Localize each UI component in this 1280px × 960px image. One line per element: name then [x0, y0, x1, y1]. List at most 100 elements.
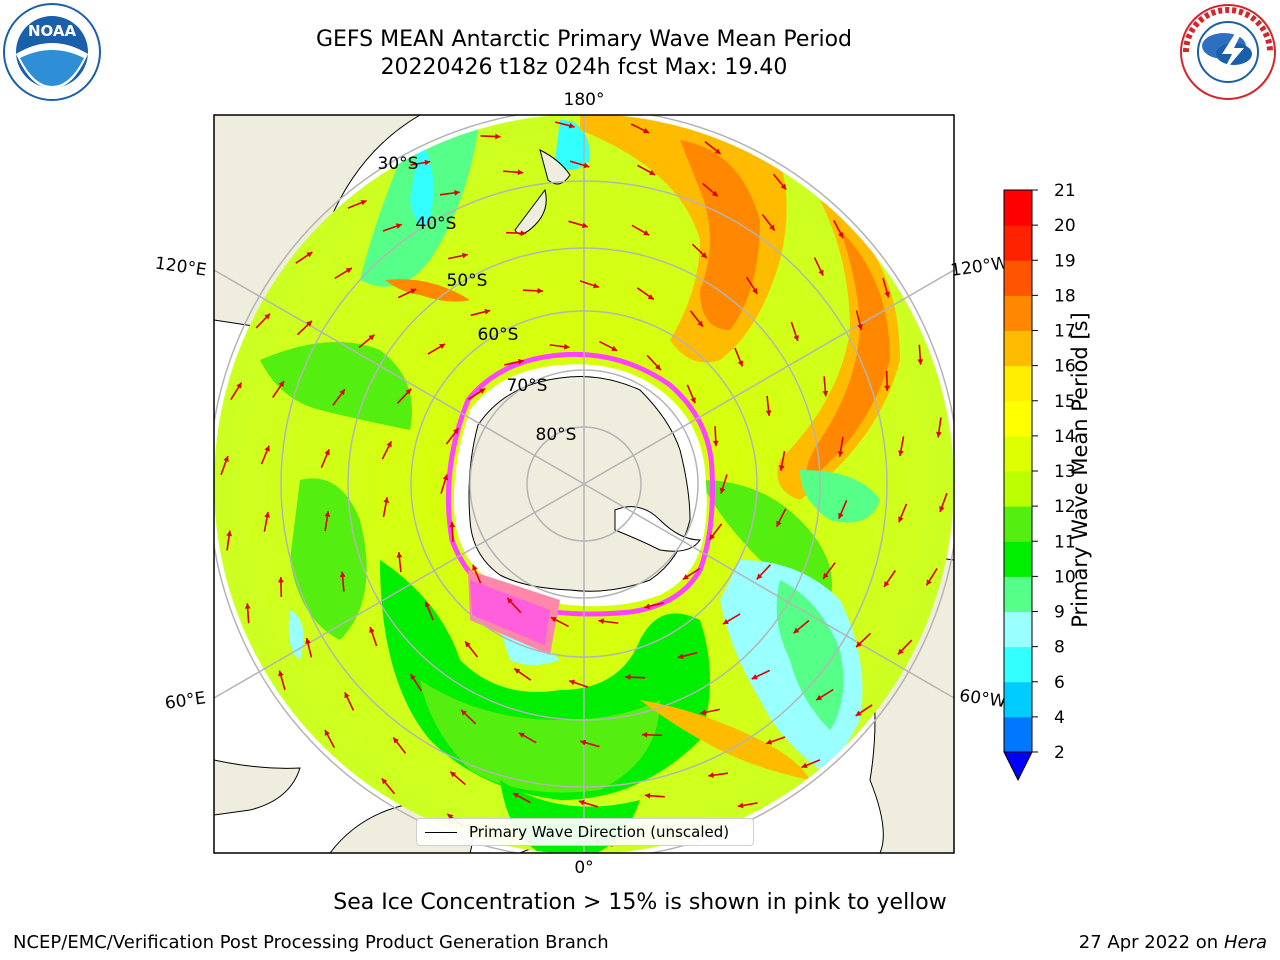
footer-date: 27 Apr 2022 on Hera — [1079, 932, 1267, 953]
lat-label-70s: 70°S — [507, 376, 548, 396]
wave-arrow-head — [611, 345, 618, 351]
colorbar-tick-label: 13 — [1054, 462, 1076, 482]
wave-arrow-head — [381, 778, 388, 785]
wave-arrow-head — [223, 456, 229, 462]
wave-arrow-head — [655, 364, 661, 371]
wave-arrow-head — [453, 428, 459, 435]
wave-arrow-head — [472, 564, 478, 571]
colorbar-tick-label: 19 — [1054, 251, 1076, 271]
wave-arrow-head — [722, 618, 729, 625]
wave-arrow-head — [479, 388, 486, 394]
colorbar-tick-label: 8 — [1054, 638, 1065, 658]
wave-arrow-head — [838, 512, 844, 519]
wave-arrow-head — [462, 252, 468, 259]
wave-arrow-head — [514, 668, 521, 674]
wave-arrow-head — [801, 762, 808, 769]
wave-arrow-head — [939, 506, 945, 512]
colorbar-tick-label: 15 — [1054, 392, 1076, 412]
wave-arrow-head — [324, 449, 330, 456]
colorbar-tick-label: 20 — [1054, 216, 1076, 236]
wave-arrow-head — [752, 288, 758, 294]
colorbar-tick-label: 9 — [1054, 603, 1065, 623]
wave-arrow-head — [537, 287, 543, 294]
wave-arrow-head — [569, 679, 576, 686]
lat-label-40s: 40°S — [416, 214, 457, 234]
wave-arrow-head — [583, 162, 590, 169]
wave-arrow-head — [793, 627, 800, 634]
wave-arrow-head — [776, 520, 782, 527]
wave-arrow-head — [769, 224, 775, 231]
lat-label-50s: 50°S — [447, 271, 488, 291]
wave-arrow-head — [345, 267, 352, 274]
wave-arrow-head — [643, 127, 650, 134]
wave-arrow-head — [711, 190, 718, 197]
wave-arrow-head — [780, 183, 787, 190]
wave-arrow-head — [517, 358, 524, 365]
wave-arrow-head — [682, 574, 689, 580]
wave-arrow-head — [766, 739, 773, 745]
wave-arrow-head — [793, 335, 799, 341]
graticule — [214, 115, 954, 853]
wave-arrow-head — [751, 674, 758, 680]
wave-arrow-head — [339, 571, 346, 578]
wave-arrow-head — [737, 802, 744, 809]
wave-arrow-head — [712, 440, 719, 447]
wave-arrow-head — [564, 343, 570, 350]
lat-label-60s: 60°S — [478, 325, 519, 345]
wave-arrow-head — [641, 731, 648, 738]
wave-arrow-head — [778, 465, 785, 471]
wave-arrow-head — [719, 487, 726, 494]
wave-arrow-head — [339, 389, 345, 396]
wave-arrow-head — [424, 159, 431, 166]
lon-label-120e: 120°E — [154, 254, 208, 281]
footer-machine: Hera — [1223, 932, 1267, 953]
wave-arrow-head — [644, 603, 651, 610]
wave-arrow-head — [714, 148, 721, 155]
lon-label-180: 180° — [564, 90, 605, 110]
wave-arrow-head — [898, 516, 904, 523]
colorbar-segment — [1004, 260, 1032, 296]
colorbar-tick-label: 6 — [1054, 673, 1065, 693]
wave-arrow-head — [643, 230, 650, 236]
wave-arrow-head — [756, 573, 763, 580]
wave-arrow-head — [518, 732, 525, 738]
wave-arrow-head — [278, 577, 284, 583]
wave-arrow-head — [236, 382, 242, 389]
wave-arrow-head — [447, 813, 454, 820]
colorbar-segment — [1004, 681, 1032, 718]
chart-title: GEFS MEAN Antarctic Primary Wave Mean Pe… — [315, 27, 853, 52]
colorbar-segment — [1004, 506, 1032, 542]
wave-arrow-head — [709, 533, 715, 540]
colorbar-tick-label: 21 — [1054, 181, 1076, 201]
footer-date-text: 27 Apr 2022 on — [1078, 932, 1224, 953]
wave-arrow-head — [708, 772, 714, 779]
wave-arrow-head — [264, 313, 271, 320]
colorbar-tick-label: 4 — [1054, 708, 1065, 728]
colorbar-tick-label: 18 — [1054, 286, 1076, 306]
colorbar-segment — [1004, 646, 1032, 683]
lon-label-60w: 60°W — [958, 686, 1007, 712]
madagascar-land — [214, 759, 301, 816]
wave-arrow-head — [424, 601, 431, 608]
colorbar-tick-label: 17 — [1054, 322, 1076, 342]
map-legend: Primary Wave Direction (unscaled) — [416, 818, 754, 846]
wave-arrow-head — [465, 641, 471, 648]
wave-arrow-head — [568, 122, 575, 129]
noaa-logo: NOAA — [3, 3, 101, 101]
wave-arrow-head — [439, 343, 446, 350]
wave-arrow-head — [383, 497, 390, 503]
wave-arrow-head — [823, 572, 829, 579]
wave-arrow-head — [644, 792, 651, 799]
colorbar-tick-label: 11 — [1054, 532, 1076, 552]
wave-arrow-head — [264, 511, 270, 518]
wave-arrow-head — [393, 737, 399, 744]
wave-arrow-head — [410, 288, 417, 294]
colorbar-segment — [1004, 541, 1032, 577]
wave-arrow-head — [765, 410, 772, 416]
wave-arrow-head — [369, 627, 375, 633]
wave-arrow-head — [449, 521, 456, 528]
lat-label-80s: 80°S — [536, 425, 577, 445]
lon-label-60e: 60°E — [164, 688, 207, 713]
colorbar-segment — [1004, 190, 1032, 226]
